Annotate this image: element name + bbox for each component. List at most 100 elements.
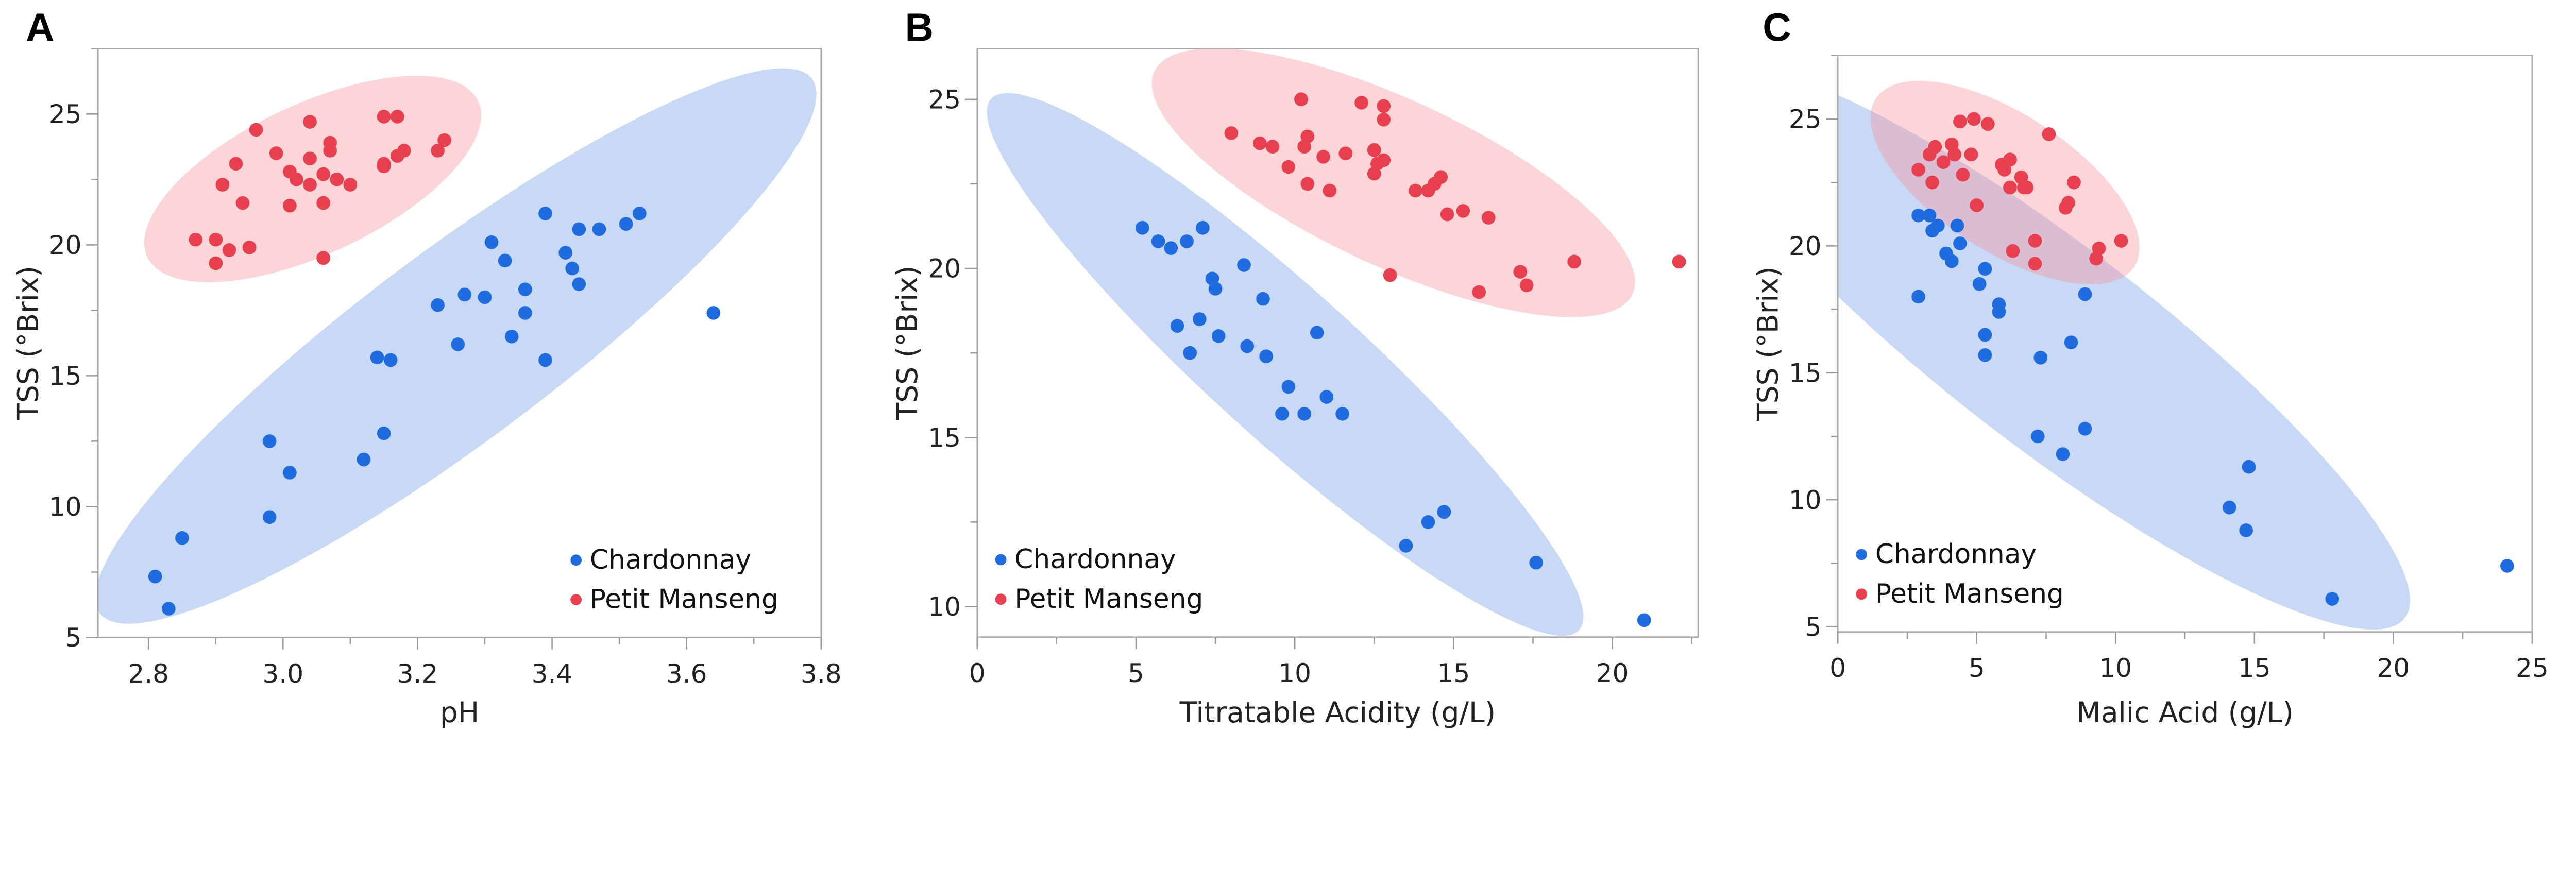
data-point-chardonnay xyxy=(1170,319,1184,333)
data-point-chardonnay xyxy=(1992,305,2006,319)
y-tick-label: 15 xyxy=(49,361,82,391)
x-axis-title: pH xyxy=(440,696,479,729)
x-tick-label: 2.8 xyxy=(128,659,169,689)
data-point-petit-manseng xyxy=(2020,180,2034,195)
data-point-petit-manseng xyxy=(1456,204,1470,218)
data-point-chardonnay xyxy=(558,246,573,260)
data-point-chardonnay xyxy=(518,306,532,320)
data-point-chardonnay xyxy=(2056,447,2070,461)
legend-label: Petit Manseng xyxy=(590,584,778,615)
data-point-petit-manseng xyxy=(1519,278,1534,293)
data-point-chardonnay xyxy=(1237,258,1251,272)
data-point-chardonnay xyxy=(2078,287,2092,301)
data-point-chardonnay xyxy=(1972,277,1987,291)
data-point-chardonnay xyxy=(1950,218,1964,233)
legend-marker-petit-manseng xyxy=(995,593,1007,605)
data-point-chardonnay xyxy=(1135,220,1149,235)
data-point-petit-manseng xyxy=(1252,136,1267,150)
data-point-petit-manseng xyxy=(1434,170,1448,184)
data-point-petit-manseng xyxy=(1338,146,1353,161)
x-tick-label: 3.2 xyxy=(397,659,438,689)
legend-label: Petit Manseng xyxy=(1875,579,2064,609)
data-point-chardonnay xyxy=(377,426,391,440)
data-point-chardonnay xyxy=(1297,406,1311,421)
data-point-petit-manseng xyxy=(1377,153,1391,167)
data-point-petit-manseng xyxy=(1513,265,1528,279)
data-point-petit-manseng xyxy=(1911,163,1925,177)
y-tick-label: 5 xyxy=(1805,612,1822,642)
data-point-chardonnay xyxy=(1978,262,1992,276)
data-point-petit-manseng xyxy=(303,178,317,192)
data-point-petit-manseng xyxy=(2061,196,2076,210)
x-tick-label: 5 xyxy=(1969,653,1985,683)
y-tick-label: 20 xyxy=(928,254,961,284)
data-point-chardonnay xyxy=(632,207,647,220)
data-point-chardonnay xyxy=(478,290,492,304)
data-point-chardonnay xyxy=(1930,218,1945,233)
data-point-petit-manseng xyxy=(229,157,243,171)
data-point-petit-manseng xyxy=(1224,126,1239,140)
data-point-petit-manseng xyxy=(2089,251,2103,266)
data-point-chardonnay xyxy=(357,452,371,467)
data-point-petit-manseng xyxy=(2028,257,2042,271)
data-point-chardonnay xyxy=(565,261,580,276)
y-tick-label: 15 xyxy=(1789,358,1822,388)
data-point-petit-manseng xyxy=(390,110,404,124)
figure: A 2.8 3.0 3.2 3.4 3.6 3.8 5 10 15 20 25 pH TSS (°Brix… xyxy=(11,6,2548,729)
y-tick-label: 10 xyxy=(1789,485,1822,515)
data-point-petit-manseng xyxy=(1967,112,1981,126)
plot-area xyxy=(1838,80,2514,630)
legend-marker-chardonnay xyxy=(570,554,582,566)
data-point-petit-manseng xyxy=(323,144,337,158)
x-tick-label: 15 xyxy=(1437,658,1470,688)
legend-marker-petit-manseng xyxy=(570,594,582,605)
data-point-chardonnay xyxy=(175,531,189,545)
data-point-chardonnay xyxy=(1978,328,1992,342)
x-tick-label: 10 xyxy=(1278,658,1311,688)
data-point-petit-manseng xyxy=(316,251,330,265)
legend-label: Petit Manseng xyxy=(1014,584,1203,615)
data-point-chardonnay xyxy=(262,434,277,448)
legend: Chardonnay Petit Manseng xyxy=(995,544,1203,615)
data-point-chardonnay xyxy=(538,207,552,220)
data-point-chardonnay xyxy=(518,282,532,297)
legend: Chardonnay Petit Manseng xyxy=(570,545,778,615)
data-point-petit-manseng xyxy=(303,151,317,166)
data-point-petit-manseng xyxy=(1377,99,1391,113)
data-point-chardonnay xyxy=(1256,292,1270,306)
data-point-petit-manseng xyxy=(1409,183,1422,198)
data-point-chardonnay xyxy=(1275,406,1289,421)
data-point-chardonnay xyxy=(1208,282,1223,296)
data-point-chardonnay xyxy=(1211,329,1226,343)
plot-area xyxy=(98,68,817,624)
data-point-petit-manseng xyxy=(2003,180,2017,195)
data-point-chardonnay xyxy=(1637,613,1651,627)
data-point-chardonnay xyxy=(498,253,512,268)
data-point-petit-manseng xyxy=(2003,152,2017,167)
data-point-chardonnay xyxy=(1196,220,1210,235)
data-point-chardonnay xyxy=(431,298,445,312)
y-tick-label: 25 xyxy=(1789,104,1822,134)
data-point-chardonnay xyxy=(2064,335,2078,350)
data-point-petit-manseng xyxy=(1956,167,1970,182)
data-point-petit-manseng xyxy=(377,110,391,124)
data-point-petit-manseng xyxy=(316,167,330,181)
data-point-petit-manseng xyxy=(189,232,202,247)
legend-label: Chardonnay xyxy=(590,545,751,575)
data-point-petit-manseng xyxy=(290,172,303,186)
data-point-chardonnay xyxy=(1922,208,1937,223)
data-point-chardonnay xyxy=(2031,429,2045,444)
data-point-chardonnay xyxy=(1164,241,1178,255)
data-point-chardonnay xyxy=(2242,460,2256,474)
data-point-petit-manseng xyxy=(1367,143,1381,157)
data-point-chardonnay xyxy=(1310,326,1324,340)
data-point-chardonnay xyxy=(706,306,721,320)
data-point-petit-manseng xyxy=(1980,117,1995,131)
data-point-chardonnay xyxy=(1953,236,1967,250)
data-point-petit-manseng xyxy=(316,196,330,210)
y-axis-title: TSS (°Brix) xyxy=(891,266,924,421)
data-point-petit-manseng xyxy=(222,243,236,257)
data-point-petit-manseng xyxy=(1367,166,1381,181)
data-point-petit-manseng xyxy=(1281,160,1296,174)
data-point-petit-manseng xyxy=(249,123,263,137)
